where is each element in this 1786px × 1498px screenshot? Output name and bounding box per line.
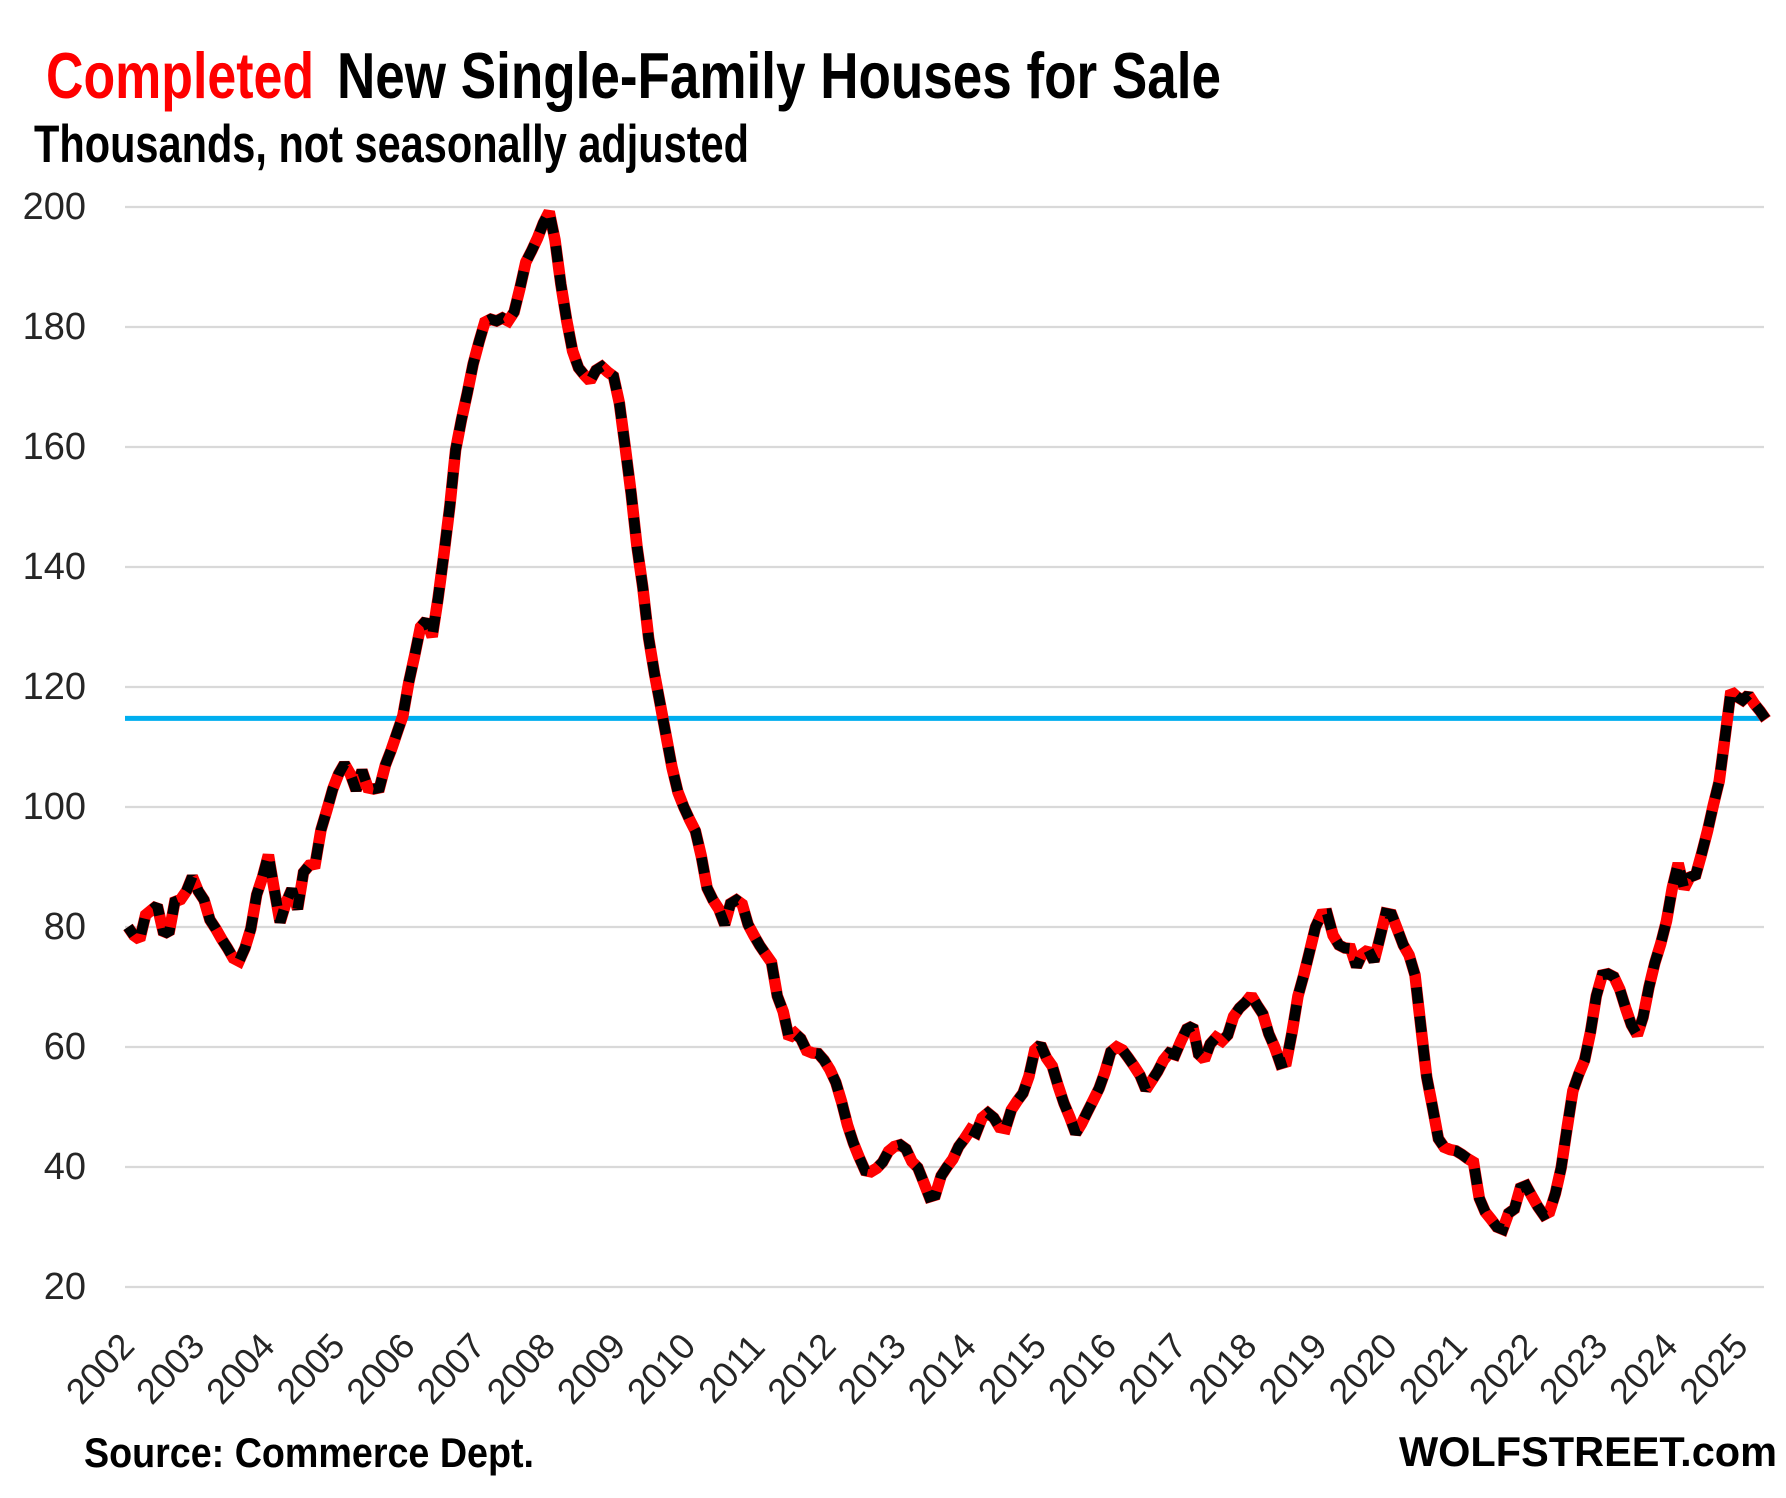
svg-text:100: 100	[23, 786, 86, 828]
svg-text:180: 180	[23, 306, 86, 348]
svg-text:60: 60	[44, 1026, 86, 1068]
svg-text:120: 120	[23, 666, 86, 708]
svg-text:WOLFSTREET.com: WOLFSTREET.com	[1399, 1428, 1777, 1475]
svg-text:New Single-Family Houses for S: New Single-Family Houses for Sale	[337, 39, 1221, 112]
svg-text:Thousands, not seasonally adju: Thousands, not seasonally adjusted	[34, 115, 749, 174]
svg-text:Completed: Completed	[46, 39, 314, 112]
svg-text:20: 20	[44, 1266, 86, 1308]
svg-text:200: 200	[23, 186, 86, 228]
svg-text:40: 40	[44, 1146, 86, 1188]
svg-text:80: 80	[44, 906, 86, 948]
svg-text:160: 160	[23, 426, 86, 468]
svg-text:Source: Commerce Dept.: Source: Commerce Dept.	[84, 1429, 534, 1476]
svg-text:140: 140	[23, 546, 86, 588]
